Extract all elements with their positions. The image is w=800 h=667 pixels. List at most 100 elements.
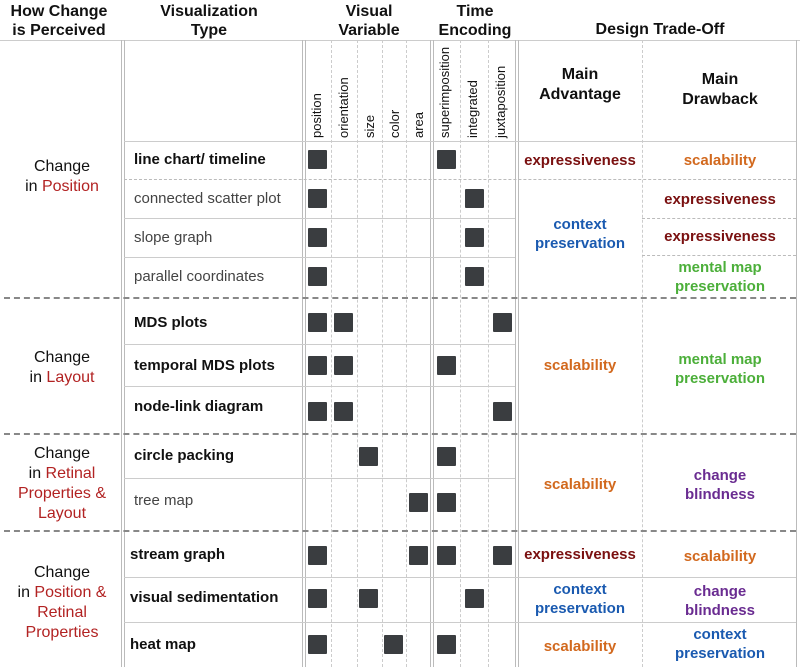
mark-position (308, 228, 327, 247)
col-line (460, 40, 461, 667)
mark-position (308, 356, 327, 375)
col-header-superimposition: superimposition (437, 46, 452, 138)
col-line (331, 40, 332, 667)
category-line: Change (33, 445, 91, 462)
vis-type-label: node-link diagram (134, 398, 264, 415)
advantage-label: scalability (543, 476, 617, 493)
mark-orientation (334, 356, 353, 375)
mark-superimposition (437, 447, 456, 466)
row-line (124, 478, 515, 479)
col-line (357, 40, 358, 667)
vis-type-label: heat map (130, 636, 196, 653)
mark-superimposition (437, 635, 456, 654)
col-header-size: size (362, 114, 377, 138)
row-line (124, 257, 515, 258)
category-keyword: Position & (34, 584, 107, 601)
category-prefix: in (29, 369, 47, 386)
vis-type-label: slope graph (134, 229, 213, 246)
drawback-label: mental map preservation (674, 351, 766, 387)
advantage-label: expressiveness (524, 546, 636, 563)
mark-juxtaposition (493, 313, 512, 332)
drawback-label: scalability (683, 152, 757, 169)
row-line (124, 141, 796, 142)
col-header-integrated: integrated (465, 80, 480, 138)
divider-vistype-right (302, 40, 303, 667)
col-line (488, 40, 489, 667)
mark-size (359, 447, 378, 466)
vis-type-label: parallel coordinates (134, 268, 265, 285)
category-keyword: Position (41, 178, 99, 195)
mark-integrated (465, 589, 484, 608)
header-design-tradeoff: Design Trade-Off (595, 21, 725, 38)
vis-type-label: temporal MDS plots (134, 357, 275, 374)
divider-time-left (430, 40, 431, 667)
mark-superimposition (437, 150, 456, 169)
header-visual-variable: Visual Variable (338, 3, 400, 39)
row-line (124, 386, 515, 387)
divider-visvar-left (305, 40, 306, 667)
mark-superimposition (437, 356, 456, 375)
col-header-juxtaposition: juxtaposition (493, 65, 508, 138)
mark-orientation (334, 402, 353, 421)
vis-type-label: visual sedimentation (130, 589, 279, 606)
mark-juxtaposition (493, 402, 512, 421)
category-prefix: in (17, 584, 35, 601)
mark-position (308, 402, 327, 421)
drawback-label: change blindness (684, 583, 755, 619)
mark-area (409, 493, 428, 512)
category-line: Properties (25, 624, 99, 641)
category-line: in Position (4, 177, 120, 197)
divider-tradeoff-left2 (518, 40, 519, 667)
advantage-label: scalability (543, 357, 617, 374)
category-line: Change (33, 349, 91, 366)
mark-position (308, 589, 327, 608)
row-line (642, 218, 796, 219)
vis-type-label: MDS plots (134, 314, 208, 331)
mark-juxtaposition (493, 546, 512, 565)
drawback-label: change blindness (684, 467, 755, 503)
vis-type-label: circle packing (134, 447, 235, 464)
category-line: Layout (37, 505, 87, 522)
group-separator (4, 297, 796, 299)
vis-type-label: tree map (134, 492, 194, 509)
col-header-orientation: orientation (336, 77, 351, 138)
category-keyword: Retinal (45, 465, 96, 482)
vis-type-label: connected scatter plot (134, 190, 281, 207)
drawback-label: scalability (683, 548, 757, 565)
divider-right-edge (796, 40, 797, 667)
drawback-label: context preservation (674, 626, 766, 662)
category-prefix: in (28, 465, 46, 482)
col-line (642, 40, 643, 667)
col-line (406, 40, 407, 667)
header-time-encoding: Time Encoding (438, 3, 512, 39)
category-line: Change (33, 158, 91, 175)
category-change-layout: Change in Layout (4, 348, 120, 388)
mark-area (409, 546, 428, 565)
row-line (124, 622, 796, 623)
advantage-label: context preservation (534, 216, 626, 252)
mark-integrated (465, 267, 484, 286)
drawback-label: expressiveness (664, 191, 776, 208)
row-line (124, 218, 515, 219)
header-visualization-type: Visualization Type (160, 3, 258, 39)
vis-type-label: stream graph (130, 546, 226, 563)
col-header-position: position (309, 93, 324, 138)
advantage-label: scalability (543, 638, 617, 655)
mark-superimposition (437, 493, 456, 512)
col-header-color: color (387, 109, 402, 138)
mark-position (308, 313, 327, 332)
divider-category (121, 40, 122, 667)
category-change-position-retinal: Change in Position & Retinal Properties (4, 563, 120, 643)
mark-integrated (465, 228, 484, 247)
row-line (124, 577, 796, 578)
row-line (124, 179, 796, 180)
col-line (382, 40, 383, 667)
mark-color (384, 635, 403, 654)
drawback-label: mental map preservation (674, 259, 766, 295)
header-bottom-line (0, 40, 800, 41)
advantage-label: expressiveness (524, 152, 636, 169)
group-separator (4, 530, 796, 532)
category-line: in Layout (4, 368, 120, 388)
category-keyword: Layout (46, 369, 95, 386)
mark-position (308, 267, 327, 286)
